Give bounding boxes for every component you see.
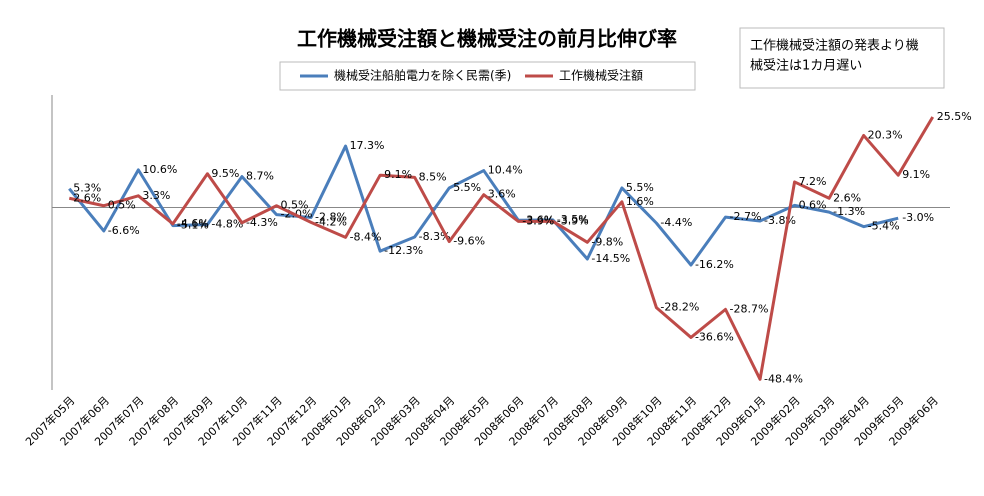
data-label: -8.4% — [350, 230, 382, 243]
data-label: 10.4% — [488, 164, 523, 177]
data-label: 8.7% — [246, 170, 274, 183]
data-label: 0.5% — [108, 199, 136, 212]
data-label: 9.1% — [902, 168, 930, 181]
data-label: -4.4% — [660, 216, 692, 229]
data-label: -16.2% — [695, 258, 734, 271]
data-label: -36.6% — [695, 330, 734, 343]
data-label: 3.3% — [142, 189, 170, 202]
data-label: 1.6% — [626, 195, 654, 208]
data-label: -4.8% — [211, 218, 243, 231]
data-label: -28.2% — [660, 301, 699, 314]
data-label: 10.6% — [142, 163, 177, 176]
data-label: 0.6% — [799, 198, 827, 211]
data-label: 20.3% — [868, 128, 903, 141]
data-label: 5.5% — [453, 181, 481, 194]
note-box — [739, 27, 945, 89]
data-label: 0.5% — [281, 199, 309, 212]
note: 械受注は1カ月遅い — [750, 59, 862, 74]
data-label: 5.5% — [626, 181, 654, 194]
data-label: 2.6% — [833, 191, 861, 204]
data-label: -12.3% — [384, 244, 423, 257]
data-label: -8.3% — [419, 230, 451, 243]
legend-label: 機械受注船舶電力を除く民需(季) — [334, 68, 511, 83]
data-label: -6.6% — [108, 224, 140, 237]
data-label: -3.0% — [902, 211, 934, 224]
data-label: -9.8% — [591, 235, 623, 248]
data-label: -3.9% — [522, 214, 554, 227]
data-label: 17.3% — [350, 139, 385, 152]
data-label: -14.5% — [591, 252, 630, 265]
series-line — [68, 144, 899, 267]
data-label: -28.7% — [730, 302, 769, 315]
note: 工作機械受注額の発表より機 — [750, 39, 919, 54]
data-label: 3.6% — [488, 188, 516, 201]
data-label: -3.9% — [557, 214, 589, 227]
data-label: -9.6% — [453, 235, 485, 248]
data-label: 5.3% — [73, 182, 101, 195]
data-label: -4.3% — [246, 216, 278, 229]
data-label: 25.5% — [937, 110, 972, 123]
data-label: -3.6% — [522, 213, 554, 226]
data-label: -5.1% — [177, 219, 209, 232]
data-label: -4.6% — [177, 217, 209, 230]
data-label: -4.2% — [315, 215, 347, 228]
data-label: -3.5% — [557, 213, 589, 226]
legend-box — [279, 61, 696, 91]
data-label: -2.7% — [730, 210, 762, 223]
series-line — [68, 116, 935, 381]
data-label: 8.5% — [419, 170, 447, 183]
data-label: 2.6% — [73, 191, 101, 204]
data-label: 9.1% — [384, 168, 412, 181]
data-label: 9.5% — [211, 167, 239, 180]
data-label: -3.8% — [764, 214, 796, 227]
data-label: 7.2% — [799, 175, 827, 188]
data-label: -1.3% — [833, 205, 865, 218]
legend-label: 工作機械受注額 — [559, 68, 643, 83]
data-label: -48.4% — [764, 372, 803, 385]
data-label: -2.8% — [315, 210, 347, 223]
data-label: -5.4% — [868, 220, 900, 233]
chart-title: 工作機械受注額と機械受注の前月比伸び率 — [297, 27, 677, 51]
